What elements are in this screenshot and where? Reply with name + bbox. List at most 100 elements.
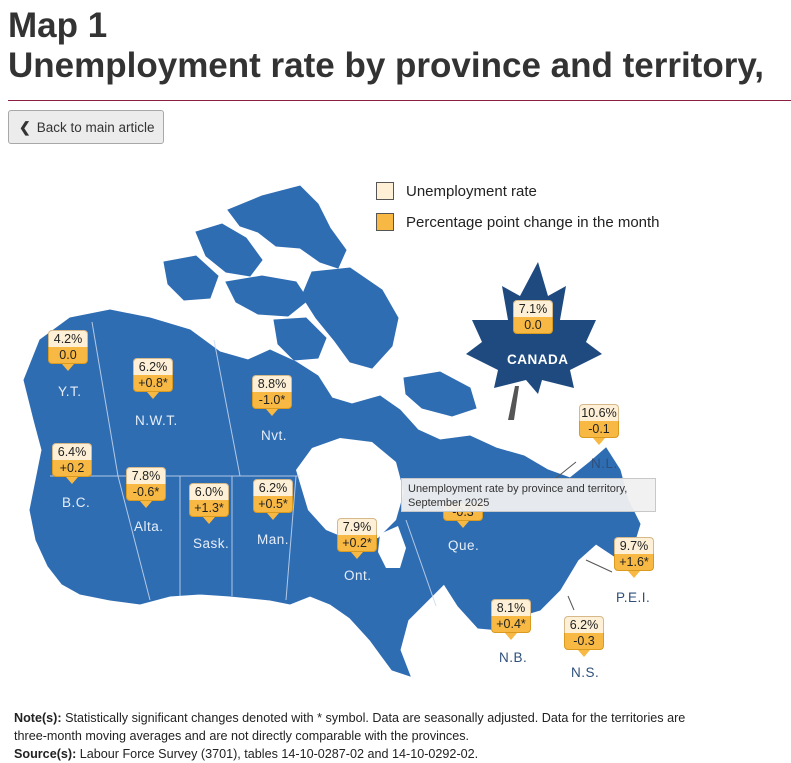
james-bay bbox=[378, 526, 406, 568]
label-nb: N.B. bbox=[499, 650, 528, 665]
legend-item-change: Percentage point change in the month bbox=[376, 213, 660, 231]
pei-change: +1.6* bbox=[614, 554, 654, 571]
region-pin-man[interactable]: 6.2% +0.5* bbox=[253, 479, 293, 520]
map-number: Map 1 bbox=[8, 6, 108, 45]
alta-change: -0.6* bbox=[126, 484, 166, 501]
tooltip-line-2: September 2025 bbox=[408, 497, 490, 509]
label-bc: B.C. bbox=[62, 495, 91, 510]
pin-tail bbox=[593, 438, 605, 445]
region-pin-nb[interactable]: 8.1% +0.4* bbox=[491, 599, 531, 640]
nb-change: +0.4* bbox=[491, 616, 531, 633]
pin-tail bbox=[457, 521, 469, 528]
yt-change: 0.0 bbox=[48, 347, 88, 364]
label-man: Man. bbox=[257, 532, 290, 547]
canada-pin[interactable]: 7.1% 0.0 bbox=[513, 300, 553, 334]
label-que: Que. bbox=[448, 538, 480, 553]
map-title: Unemployment rate by province and territ… bbox=[8, 46, 764, 85]
pin-tail bbox=[267, 513, 279, 520]
nvt-change: -1.0* bbox=[252, 392, 292, 409]
label-ont: Ont. bbox=[344, 568, 372, 583]
label-pei: P.E.I. bbox=[616, 590, 651, 605]
region-pin-pei[interactable]: 9.7% +1.6* bbox=[614, 537, 654, 578]
nwt-change: +0.8* bbox=[133, 375, 173, 392]
pin-tail bbox=[203, 517, 215, 524]
region-pin-ns[interactable]: 6.2% -0.3 bbox=[564, 616, 604, 657]
maple-leaf-icon bbox=[466, 262, 602, 420]
label-nl: N.L. bbox=[591, 456, 618, 471]
note-label: Note(s): bbox=[14, 711, 62, 725]
legend-label-change: Percentage point change in the month bbox=[406, 213, 660, 231]
region-pin-sask[interactable]: 6.0% +1.3* bbox=[189, 483, 229, 524]
border-yt-nwt bbox=[91, 321, 119, 477]
bc-change: +0.2 bbox=[52, 460, 92, 477]
yt-rate: 4.2% bbox=[48, 330, 88, 347]
region-pin-bc[interactable]: 6.4% +0.2 bbox=[52, 443, 92, 484]
pin-tail bbox=[266, 409, 278, 416]
border-ont-que bbox=[405, 519, 437, 607]
sask-change: +1.3* bbox=[189, 500, 229, 517]
region-pin-alta[interactable]: 7.8% -0.6* bbox=[126, 467, 166, 508]
arctic-island-3 bbox=[225, 275, 309, 317]
pei-rate: 9.7% bbox=[614, 537, 654, 554]
region-pin-yt[interactable]: 4.2% 0.0 bbox=[48, 330, 88, 371]
arctic-island-6 bbox=[403, 371, 477, 417]
arctic-island-2 bbox=[163, 255, 219, 301]
canada-rate: 7.1% bbox=[513, 300, 553, 317]
nl-leader-line bbox=[555, 461, 577, 479]
label-nvt: Nvt. bbox=[261, 428, 288, 443]
label-sask: Sask. bbox=[193, 536, 230, 551]
pin-tail bbox=[62, 364, 74, 371]
ont-rate: 7.9% bbox=[337, 518, 377, 535]
label-ns: N.S. bbox=[571, 665, 600, 680]
ns-change: -0.3 bbox=[564, 633, 604, 650]
map-tooltip: Unemployment rate by province and territ… bbox=[401, 478, 656, 512]
border-man-ont bbox=[285, 475, 297, 601]
legend-item-rate: Unemployment rate bbox=[376, 182, 537, 200]
ns-rate: 6.2% bbox=[564, 616, 604, 633]
sask-rate: 6.0% bbox=[189, 483, 229, 500]
arctic-island-4 bbox=[301, 267, 399, 369]
region-pin-nwt[interactable]: 6.2% +0.8* bbox=[133, 358, 173, 399]
back-to-main-article-button[interactable]: ❮ Back to main article bbox=[8, 110, 164, 144]
source-label: Source(s): bbox=[14, 747, 77, 761]
legend-swatch-rate bbox=[376, 182, 394, 200]
page-title: Map 1 Unemployment rate by province and … bbox=[8, 6, 791, 86]
source-line: Source(s): Labour Force Survey (3701), t… bbox=[14, 745, 714, 763]
nl-change: -0.1 bbox=[579, 421, 619, 438]
region-pin-nvt[interactable]: 8.8% -1.0* bbox=[252, 375, 292, 416]
border-nwt-nvt bbox=[213, 339, 241, 477]
nl-rate: 10.6% bbox=[579, 404, 619, 421]
border-bc-alta bbox=[117, 475, 151, 601]
canada-label: CANADA bbox=[507, 352, 569, 367]
note-line: Note(s): Statistically significant chang… bbox=[14, 709, 714, 745]
man-rate: 6.2% bbox=[253, 479, 293, 496]
region-pin-ont[interactable]: 7.9% +0.2* bbox=[337, 518, 377, 559]
nwt-rate: 6.2% bbox=[133, 358, 173, 375]
nvt-rate: 8.8% bbox=[252, 375, 292, 392]
pin-tail bbox=[578, 650, 590, 657]
pin-tail bbox=[628, 571, 640, 578]
label-yt: Y.T. bbox=[58, 384, 82, 399]
arctic-island-baffin bbox=[227, 185, 347, 269]
ns-leader-line bbox=[567, 595, 575, 611]
canada-map bbox=[23, 185, 641, 677]
alta-rate: 7.8% bbox=[126, 467, 166, 484]
back-button-label: Back to main article bbox=[36, 119, 155, 135]
pin-tail bbox=[66, 477, 78, 484]
pin-tail bbox=[505, 633, 517, 640]
source-text: Labour Force Survey (3701), tables 14-10… bbox=[79, 747, 479, 761]
tooltip-line-1: Unemployment rate by province and territ… bbox=[408, 483, 628, 495]
legend-swatch-change bbox=[376, 213, 394, 231]
legend-label-rate: Unemployment rate bbox=[406, 182, 537, 200]
pin-tail bbox=[351, 552, 363, 559]
note-text: Statistically significant changes denote… bbox=[14, 711, 686, 743]
label-alta: Alta. bbox=[134, 519, 164, 534]
arctic-island-1 bbox=[195, 223, 263, 277]
chevron-left-icon: ❮ bbox=[19, 118, 31, 135]
region-pin-nl[interactable]: 10.6% -0.1 bbox=[579, 404, 619, 445]
pin-tail bbox=[147, 392, 159, 399]
title-divider bbox=[8, 100, 791, 101]
hudson-bay bbox=[296, 438, 404, 540]
canada-change: 0.0 bbox=[513, 317, 553, 334]
pei-leader-line bbox=[585, 559, 613, 573]
